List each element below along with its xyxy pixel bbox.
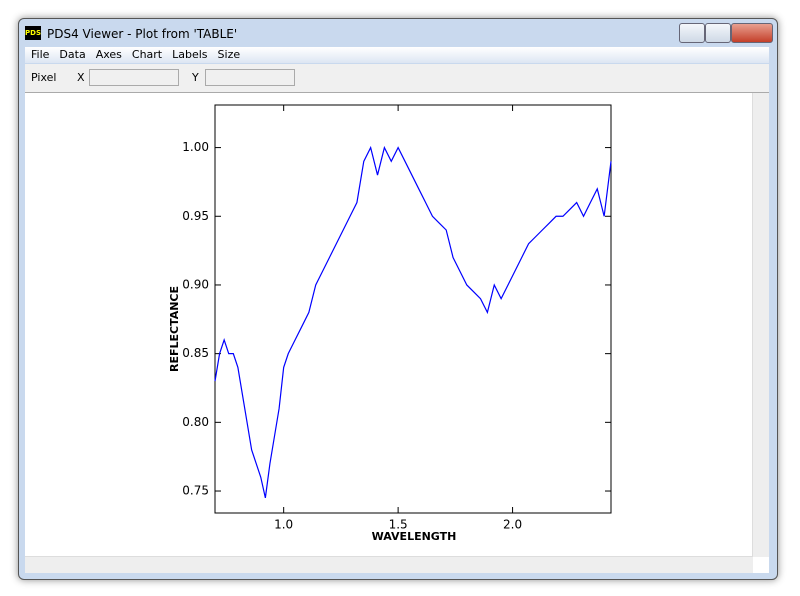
pixel-label: Pixel (31, 71, 57, 84)
app-icon: PDS (25, 26, 41, 40)
window: PDS PDS4 Viewer - Plot from 'TABLE' File… (18, 18, 778, 580)
y-tick-label: 0.95 (182, 209, 209, 223)
x-tick-label: 1.0 (274, 518, 293, 532)
y-label: Y (192, 71, 199, 84)
x-tick-label: 2.0 (503, 518, 522, 532)
x-axis-label: WAVELENGTH (372, 530, 457, 543)
y-tick-label: 0.75 (182, 484, 209, 498)
plot-frame (214, 104, 612, 514)
close-button[interactable] (731, 23, 773, 43)
spectrum-line (214, 145, 612, 499)
window-title: PDS4 Viewer - Plot from 'TABLE' (47, 27, 238, 41)
menu-item[interactable]: Size (217, 48, 241, 61)
menu-item[interactable]: Labels (172, 48, 208, 61)
menu-item[interactable]: Data (59, 48, 86, 61)
y-field[interactable] (205, 69, 295, 86)
x-label: X (77, 71, 85, 84)
menu-item[interactable]: File (31, 48, 50, 61)
x-field[interactable] (89, 69, 179, 86)
y-axis-label: REFLECTANCE (168, 286, 181, 372)
plot-area: WAVELENGTH REFLECTANCE 1.0 1.5 2.0 0.75 0.80… (25, 93, 769, 573)
maximize-button[interactable] (705, 23, 731, 43)
horizontal-scrollbar[interactable] (25, 556, 753, 573)
chart: WAVELENGTH REFLECTANCE 1.0 1.5 2.0 0.75 0.80… (168, 104, 612, 543)
toolbar: Pixel X Y (25, 64, 769, 93)
menu-item[interactable]: Chart (131, 48, 163, 61)
y-tick-label: 0.85 (182, 346, 209, 360)
menu-item[interactable]: Axes (95, 48, 122, 61)
y-tick-label: 1.00 (182, 140, 209, 154)
minimize-button[interactable] (679, 23, 705, 43)
x-tick-label: 1.5 (389, 518, 408, 532)
menu-bar: File Data Axes Chart Labels Size (25, 47, 769, 63)
vertical-scrollbar[interactable] (752, 93, 769, 557)
y-tick-label: 0.90 (182, 277, 209, 291)
y-tick-label: 0.80 (182, 415, 209, 429)
